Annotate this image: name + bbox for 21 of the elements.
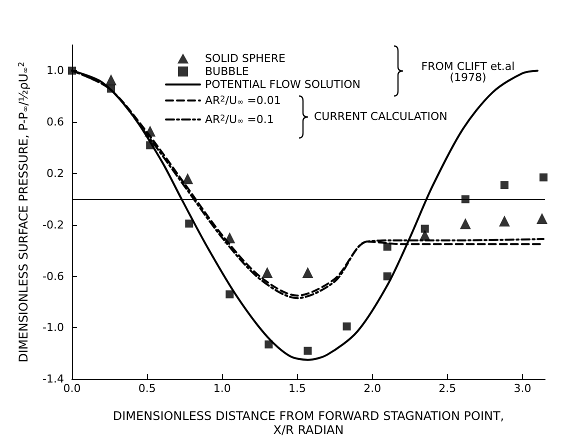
y-tick-label: -1.4 [42,372,64,386]
x-tick-label: 0.0 [63,382,81,396]
y-tick-label: 0.2 [46,167,64,180]
x-tick-label: 2.0 [364,382,382,396]
x-tick-label: 1.0 [213,382,231,396]
x-tick-label: 2.5 [438,382,456,396]
legend-label: SOLID SPHERE [205,52,286,65]
x-tick-label: 0.5 [138,382,156,396]
x-tick-label: 3.0 [514,382,532,396]
y-tick-label: -0.2 [42,218,64,232]
legend-label: BUBBLE [205,65,249,78]
annotation: CURRENT CALCULATION [314,110,448,123]
annotation: FROM CLIFT et.al (1978) [421,60,515,84]
y-tick-label: 1.0 [46,64,64,78]
y-tick-label: -0.6 [42,270,64,283]
x-tick-label: 1.5 [288,382,306,396]
y-tick-label: 0.6 [46,116,64,129]
y-tick-label: -1.0 [42,321,64,334]
x-axis-title: DIMENSIONLESS DISTANCE FROM FORWARD STAGNATION POINT, X/R RADIAN [112,409,504,437]
legend-label: POTENTIAL FLOW SOLUTION [205,78,361,91]
y-axis-title: DIMENSIONLESS SURFACE PRESSURE, P-P∞/½ρU∞2 [16,62,31,362]
